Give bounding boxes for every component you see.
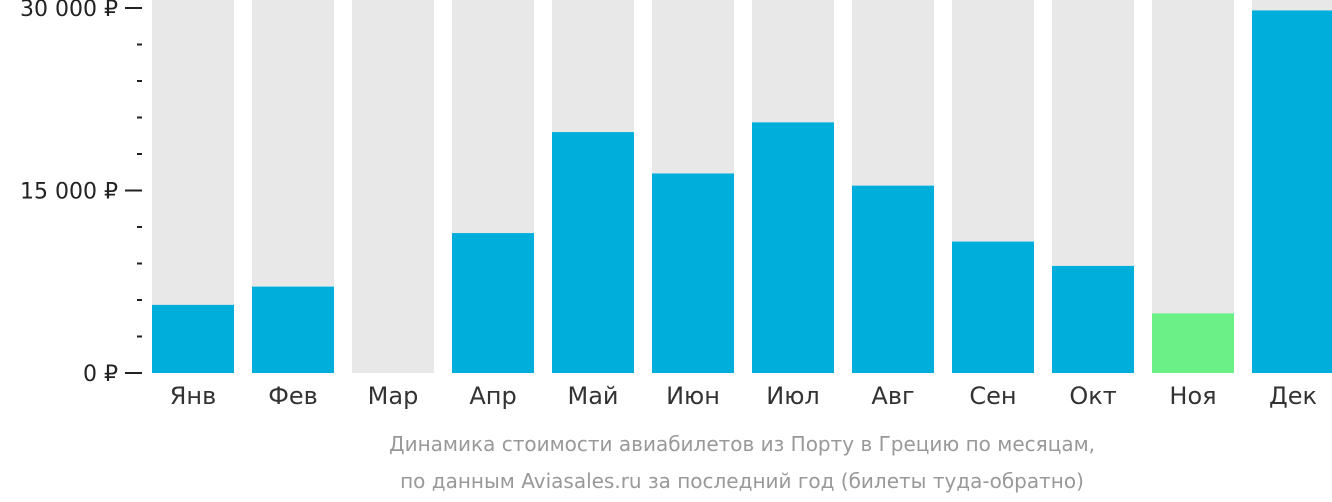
x-tick-label: Окт <box>1069 382 1116 410</box>
bar-6 <box>652 173 734 373</box>
x-tick-label: Мар <box>368 382 419 410</box>
x-axis-labels: Янв Фев Мар Апр Май Июн Июл Авг Сен Окт Ноя Дек <box>170 382 1317 410</box>
bar-8 <box>852 185 934 373</box>
bar-7 <box>752 122 834 373</box>
bar-2 <box>252 286 334 373</box>
bar-4 <box>452 233 534 373</box>
x-tick-label: Авг <box>871 382 914 410</box>
y-tick-label: 0 ₽ <box>83 362 118 387</box>
x-tick-label: Ноя <box>1169 382 1216 410</box>
x-tick-label: Фев <box>268 382 318 410</box>
bar-5 <box>552 132 634 373</box>
y-tick-label: 30 000 ₽ <box>20 0 118 22</box>
bar-10 <box>1052 265 1134 373</box>
y-tick-label: 15 000 ₽ <box>20 180 118 205</box>
x-tick-label: Май <box>567 382 618 410</box>
x-tick-label: Апр <box>469 382 516 410</box>
y-axis: 0 ₽ 15 000 ₽ 30 000 ₽ <box>20 0 142 387</box>
value-bars <box>152 10 1332 374</box>
bar-11 <box>1152 313 1234 373</box>
x-tick-label: Дек <box>1269 382 1317 410</box>
bar-1 <box>152 304 234 373</box>
bar-background-11 <box>1152 0 1234 373</box>
bar-12 <box>1252 10 1332 374</box>
x-tick-label: Июн <box>666 382 720 410</box>
x-tick-label: Янв <box>170 382 217 410</box>
x-tick-label: Июл <box>766 382 820 410</box>
bar-background-3 <box>352 0 434 373</box>
caption-line-1: Динамика стоимости авиабилетов из Порту … <box>389 432 1095 456</box>
bar-9 <box>952 241 1034 373</box>
caption-line-2: по данным Aviasales.ru за последний год … <box>400 469 1084 493</box>
x-tick-label: Сен <box>969 382 1016 410</box>
